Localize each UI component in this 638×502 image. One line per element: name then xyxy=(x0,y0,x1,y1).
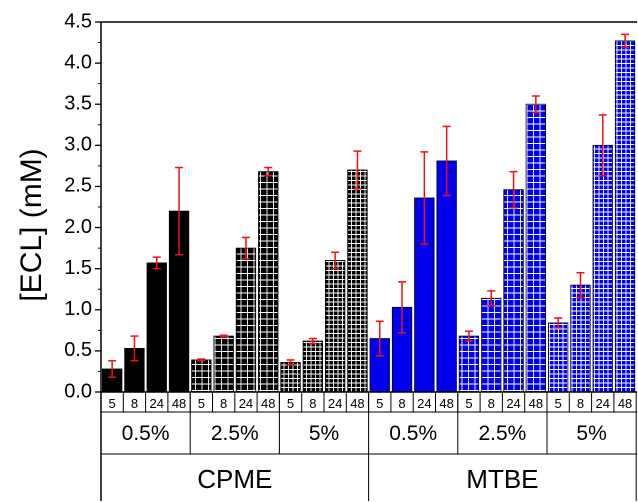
y-tick-label: 3.0 xyxy=(64,134,92,156)
concentration-label: 2.5% xyxy=(478,422,526,445)
concentration-label: 2.5% xyxy=(211,422,259,445)
bar xyxy=(191,359,212,393)
labels-layer: 5 8 24 480.5%5 8 24 482.5%5 8 24 485%5 8 24 480.5%5 8… xyxy=(109,396,633,494)
category-label: 5 xyxy=(465,396,472,411)
bar xyxy=(347,169,368,393)
bar xyxy=(458,335,480,393)
bar xyxy=(324,260,346,393)
category-label: 5 xyxy=(109,396,116,411)
bar xyxy=(280,361,301,393)
bar xyxy=(302,340,324,393)
y-tick-label: 1.0 xyxy=(64,298,92,320)
category-label: 5 xyxy=(555,396,562,411)
error-bars-layer xyxy=(108,33,630,378)
category-label: 24 xyxy=(417,396,431,411)
category-label: 48 xyxy=(261,396,275,411)
category-label: 8 xyxy=(131,396,138,411)
category-label: 5 xyxy=(287,396,294,411)
bar xyxy=(570,284,591,393)
solvent-label: MTBE xyxy=(466,464,538,494)
bar xyxy=(614,40,636,393)
bar xyxy=(525,103,546,393)
y-tick-label: 2.0 xyxy=(64,216,92,238)
solvent-label: CPME xyxy=(197,464,272,494)
bar xyxy=(213,335,234,393)
category-label: 24 xyxy=(328,396,342,411)
concentration-label: 0.5% xyxy=(389,422,437,445)
category-label: 8 xyxy=(398,396,405,411)
bar xyxy=(235,247,257,393)
y-tick-label: 3.5 xyxy=(64,93,92,115)
bars-layer xyxy=(102,40,636,393)
category-label: 5 xyxy=(198,396,205,411)
category-label: 48 xyxy=(172,396,186,411)
category-label: 8 xyxy=(309,396,316,411)
y-tick-label: 0.5 xyxy=(64,339,92,361)
category-label: 24 xyxy=(239,396,253,411)
category-label: 48 xyxy=(350,396,364,411)
y-axis-label: [ECL] (mM) xyxy=(15,148,48,301)
bar xyxy=(503,189,524,393)
bar xyxy=(481,297,502,393)
bar xyxy=(146,262,167,393)
bar xyxy=(548,322,569,393)
concentration-label: 0.5% xyxy=(122,422,170,445)
y-tick-label: 4.0 xyxy=(64,51,92,73)
category-label: 48 xyxy=(529,396,543,411)
category-label: 8 xyxy=(220,396,227,411)
category-label: 48 xyxy=(439,396,453,411)
category-label: 8 xyxy=(577,396,584,411)
concentration-label: 5% xyxy=(309,422,339,445)
category-label: 24 xyxy=(150,396,164,411)
y-tick-label: 0.0 xyxy=(64,380,92,402)
axes-layer: 0.0 0.5 1.0 1.5 2.0 2.5 3.0 3.5 4.0 4.5 xyxy=(64,10,637,501)
y-tick-label: 1.5 xyxy=(64,257,92,279)
category-label: 48 xyxy=(618,396,632,411)
category-label: 24 xyxy=(596,396,610,411)
category-label: 24 xyxy=(506,396,520,411)
y-tick-label: 2.5 xyxy=(64,175,92,197)
category-label: 5 xyxy=(376,396,383,411)
concentration-label: 5% xyxy=(576,422,606,445)
category-label: 8 xyxy=(488,396,495,411)
bar xyxy=(258,171,279,393)
y-tick-label: 4.5 xyxy=(64,10,92,32)
bar xyxy=(592,144,613,393)
